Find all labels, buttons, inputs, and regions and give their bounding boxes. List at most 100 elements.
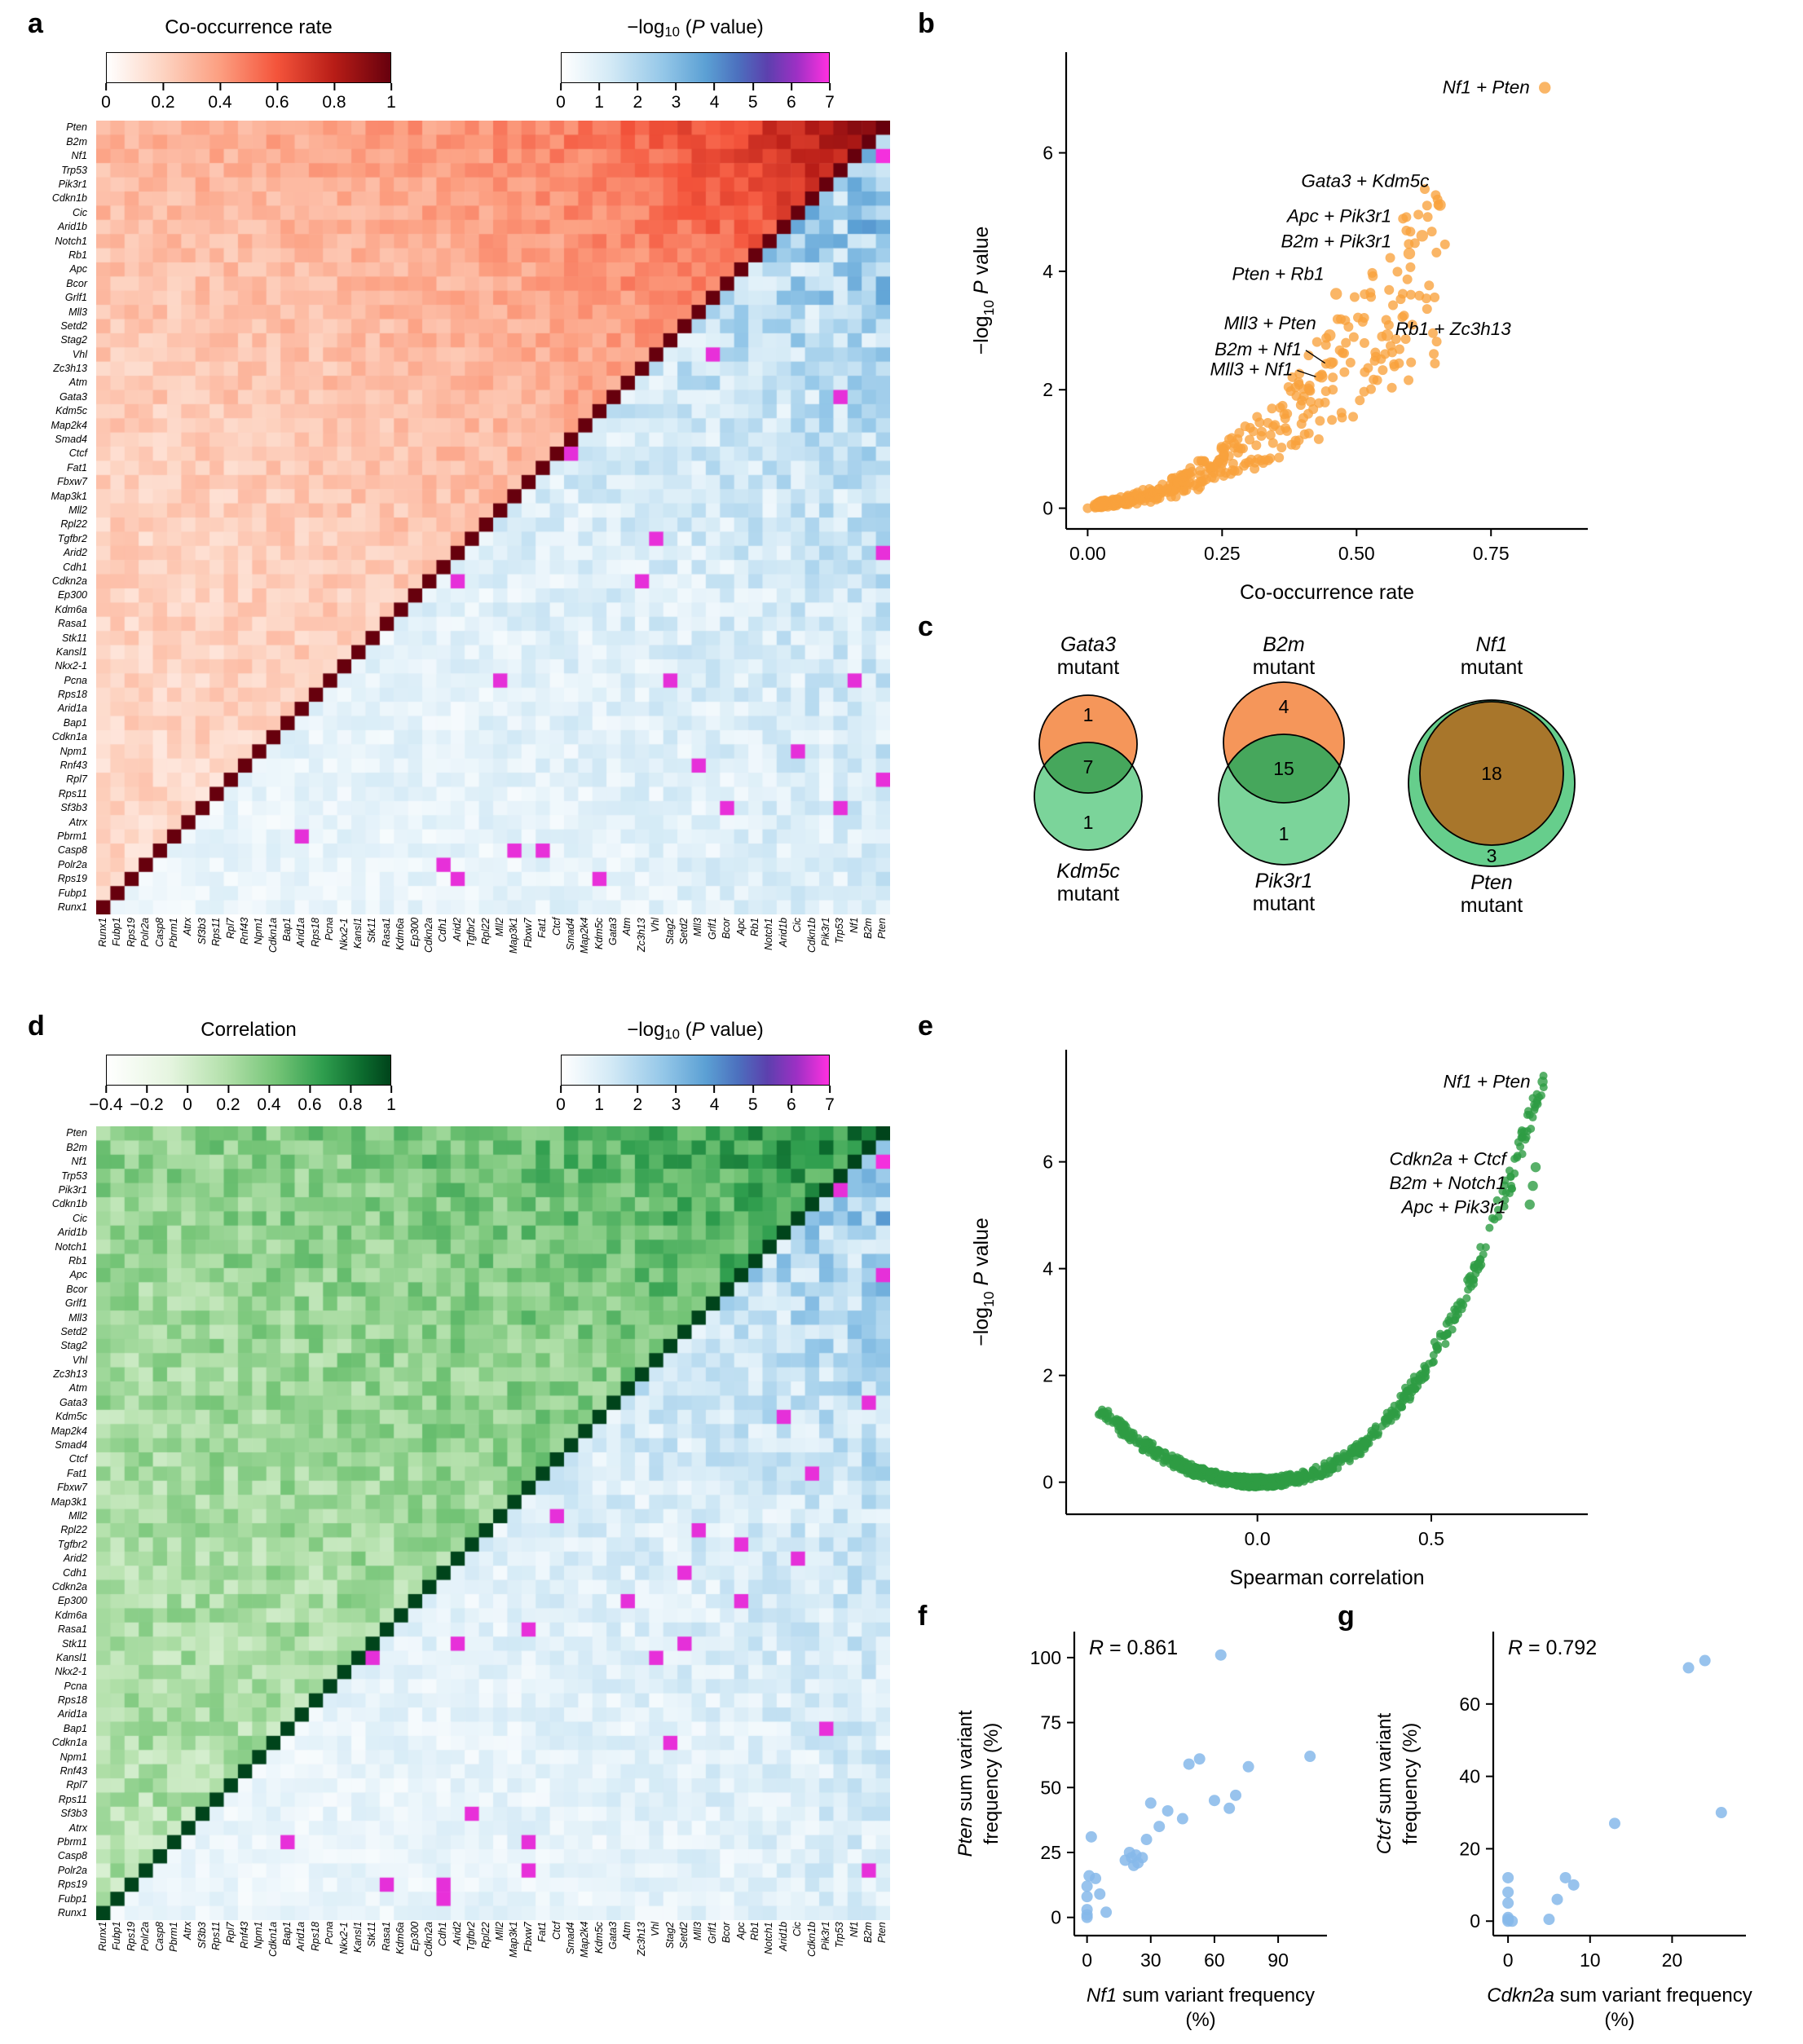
colorbar-tick: −0.4 — [89, 1086, 123, 1115]
colorbar-tick: 3 — [672, 1086, 681, 1115]
gene-col-label: Arid1b — [777, 918, 789, 948]
y-tick-label: 60 — [1459, 1694, 1480, 1715]
gene-col-label: Vhl — [650, 918, 662, 933]
gene-col-label: Kansl1 — [352, 918, 364, 949]
x-axis-title-line2: (%) — [1185, 2009, 1215, 2031]
gene-row-label: Mll2 — [68, 1509, 87, 1522]
colorbar-tick: 7 — [825, 1086, 835, 1115]
panel-e-label: e — [918, 1011, 933, 1042]
gene-row-label: Atrx — [68, 816, 87, 828]
gene-row-label: Fbxw7 — [57, 1482, 87, 1494]
gene-row-label: Rasa1 — [57, 1623, 87, 1636]
y-tick-label: 20 — [1459, 1838, 1480, 1859]
gene-col-label: Rnf43 — [238, 1922, 250, 1949]
venn-count-overlap: 18 — [1481, 763, 1502, 784]
gene-row-label: Arid2 — [63, 1553, 87, 1565]
heatmap-a-col-labels: Runx1 Fubp1 Rps19 Polr2a Casp8 Pbrm1 Atrx Sf3b3… — [96, 918, 890, 995]
gene-row-label: Ctcf — [68, 447, 87, 460]
x-axis-title-line1: Cdkn2a sum variant frequency — [1487, 1985, 1752, 2007]
venn-bottom-gene-label: Pik3r1 — [1255, 870, 1313, 892]
y-tick-label: 40 — [1459, 1766, 1480, 1787]
panel-f-label: f — [918, 1601, 928, 1632]
colorbar-tick: 4 — [710, 83, 719, 112]
gene-row-label: Polr2a — [57, 858, 87, 870]
gene-row-label: Pik3r1 — [58, 178, 87, 190]
venn-bottom-gene-label: Pten — [1470, 871, 1512, 894]
colorbar-tick: 5 — [748, 83, 758, 112]
title-part: P — [691, 1019, 705, 1041]
venn-top-gene-label: B2m — [1263, 633, 1304, 656]
gene-col-label: Sf3b3 — [196, 1922, 208, 1949]
gene-row-label: Cdkn1b — [51, 1198, 87, 1210]
gene-col-label: Gata3 — [607, 918, 619, 946]
gene-row-label: Pik3r1 — [58, 1184, 87, 1196]
gene-col-label: Rpl22 — [479, 1922, 492, 1949]
gene-row-label: Stag2 — [60, 1340, 87, 1352]
gene-col-label: Notch1 — [763, 918, 775, 950]
gene-col-label: Pcna — [324, 1922, 336, 1945]
venn-bottom-word-label: mutant — [1461, 894, 1523, 917]
annotation-label: Pten + Rb1 — [1232, 264, 1324, 284]
gene-col-label: Fubp1 — [111, 918, 123, 947]
spearman-scatter-plot: 0.0 0.5 0 2 4 6 Spearman correlation −log10 P v… — [970, 1050, 1588, 1589]
venn-top-gene-label: Gata3 — [1060, 633, 1116, 656]
annotation-label: Rb1 + Zc3h13 — [1395, 319, 1511, 339]
colorbar-cooccurrence-ticks: 0 0.2 0.4 0.6 0.8 1 — [101, 83, 396, 116]
gene-col-label: Gata3 — [607, 1922, 619, 1950]
gene-row-label: Ep300 — [57, 589, 87, 601]
gene-row-label: Casp8 — [57, 1850, 87, 1862]
venn-top-word-label: mutant — [1461, 656, 1523, 679]
x-axis-title-line2: (%) — [1604, 2009, 1634, 2031]
gene-col-label: Kdm5c — [593, 1922, 605, 1954]
gene-row-label: Cdh1 — [63, 1566, 87, 1579]
gene-col-label: Rnf43 — [238, 918, 250, 945]
gene-col-label: Arid1a — [295, 918, 307, 948]
colorbar-tick: 2 — [633, 83, 642, 112]
gene-row-label: Map2k4 — [51, 1425, 87, 1437]
colorbar-tick: 1 — [386, 1086, 396, 1115]
y-tick-label: 2 — [1043, 379, 1053, 400]
venn-count-overlap: 7 — [1083, 756, 1094, 778]
gene-row-label: Fubp1 — [58, 887, 87, 899]
y-tick-label: 0 — [1043, 498, 1053, 519]
gene-col-label: Ep300 — [408, 1922, 421, 1952]
gene-row-label: Cdkn1a — [51, 1737, 87, 1749]
gene-col-label: Pten — [876, 1922, 888, 1943]
gene-col-label: Apc — [734, 1922, 747, 1940]
venn-diagrams: 171Gata3mutantKdm5cmutant4151B2mmutantPi… — [1034, 633, 1576, 917]
gene-row-label: Tgfbr2 — [57, 1538, 87, 1550]
gene-row-label: Vhl — [72, 1354, 87, 1366]
gene-col-label: Rps18 — [309, 918, 321, 948]
gene-row-label: Notch1 — [55, 1240, 87, 1253]
gene-row-label: Smad4 — [55, 434, 87, 446]
x-tick-label: 0.0 — [1245, 1528, 1271, 1549]
colorbar-cooccurrence — [106, 52, 391, 83]
gene-col-label: Bcor — [721, 1922, 733, 1943]
gene-row-label: Kdm6a — [55, 603, 87, 615]
gene-row-label: Rnf43 — [60, 760, 87, 772]
annotation-label: B2m + Nf1 — [1214, 339, 1302, 359]
x-tick-label: 0.00 — [1069, 543, 1106, 564]
gene-col-label: Runx1 — [97, 1922, 108, 1952]
gene-col-label: Rps11 — [210, 1922, 223, 1951]
colorbar-tick: 5 — [748, 1086, 758, 1115]
venn-overlap-region — [1223, 734, 1344, 803]
gene-row-label: Cdkn1b — [51, 192, 87, 205]
gene-col-label: Polr2a — [139, 1922, 152, 1952]
gene-row-label: Smad4 — [55, 1439, 87, 1452]
y-axis-title-line1: Ctcf sum variant — [1373, 1712, 1395, 1854]
gene-row-label: Atm — [68, 377, 87, 389]
gene-col-label: Arid1a — [295, 1922, 307, 1952]
gene-col-label: Pbrm1 — [167, 1922, 179, 1952]
gene-row-label: Pten — [66, 1127, 87, 1139]
gene-col-label: Atm — [621, 918, 633, 936]
gene-row-label: B2m — [66, 1141, 87, 1153]
y-axis-title-line1: Pten sum variant — [954, 1710, 976, 1857]
gene-col-label: Polr2a — [139, 918, 152, 948]
gene-col-label: Pcna — [324, 918, 336, 941]
cdkn2a-ctcf-frequency-scatter: 0 10 20 0 20 40 60 Cdkn2a sum variant frequency… — [1373, 1632, 1752, 2031]
colorbar-tick: 0.8 — [322, 83, 346, 112]
y-tick-label: 6 — [1043, 1152, 1053, 1173]
gene-row-label: Rpl7 — [66, 1779, 87, 1791]
